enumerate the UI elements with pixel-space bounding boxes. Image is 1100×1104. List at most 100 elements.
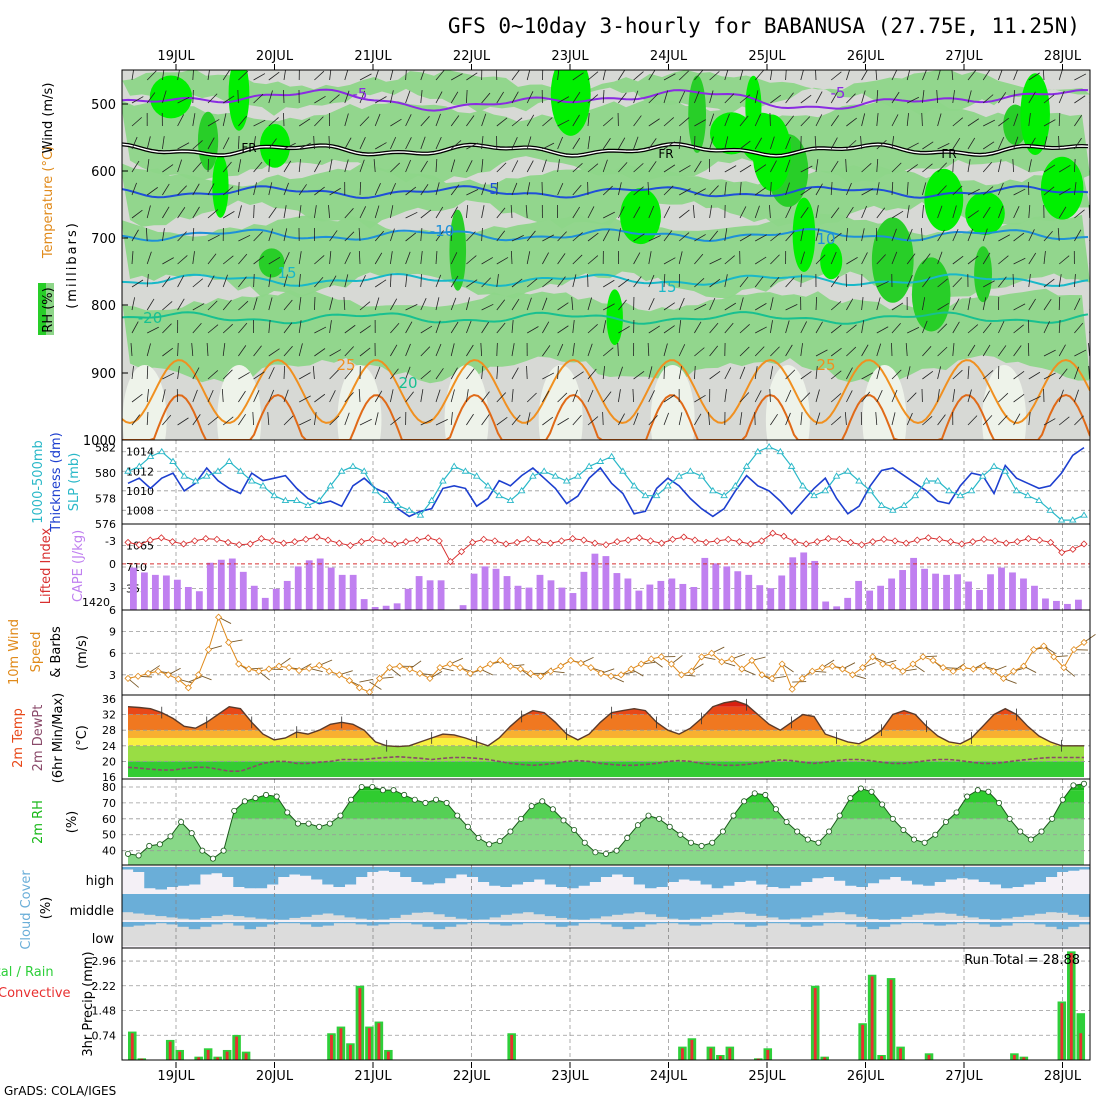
ylabel-temp2: 2m DewPt bbox=[31, 705, 46, 772]
cloud-bar bbox=[923, 894, 935, 914]
rh-marker bbox=[996, 800, 1001, 805]
rh-marker bbox=[922, 840, 927, 845]
cloud-bar bbox=[489, 922, 501, 924]
cape-bar bbox=[570, 593, 577, 610]
cape-bar bbox=[185, 587, 192, 610]
ylabel-precip1: Total / Rain bbox=[0, 965, 54, 980]
cloud-bar bbox=[923, 922, 935, 924]
rh-marker bbox=[635, 823, 640, 828]
cape-bar bbox=[361, 599, 368, 610]
cloud-bar bbox=[1012, 867, 1024, 887]
wind-barb bbox=[1090, 92, 1097, 103]
cloud-bar bbox=[556, 867, 568, 887]
cape-bar bbox=[218, 560, 225, 610]
cloud-bar bbox=[923, 867, 935, 886]
cape-bar bbox=[1031, 586, 1038, 610]
cape-bar bbox=[416, 576, 423, 610]
precip-conv-bar bbox=[207, 1050, 210, 1060]
wind-barb bbox=[1090, 299, 1097, 310]
cloud-bar bbox=[901, 867, 913, 881]
cape-bar bbox=[932, 574, 939, 610]
rh-marker bbox=[210, 856, 215, 861]
cloud-bar bbox=[200, 922, 212, 927]
rh-marker bbox=[168, 834, 173, 839]
cloud-bar bbox=[612, 922, 624, 927]
cloud-bar bbox=[511, 894, 523, 914]
rh-marker bbox=[221, 848, 226, 853]
cloud-bar bbox=[411, 922, 423, 924]
rh-marker bbox=[455, 813, 460, 818]
rh-marker bbox=[465, 824, 470, 829]
cloud-bar bbox=[534, 922, 546, 923]
cloud-bar bbox=[578, 922, 590, 923]
cloud-bar bbox=[500, 894, 512, 915]
rh-marker bbox=[529, 803, 534, 808]
top-date-label: 22JUL bbox=[453, 49, 491, 64]
cloud-bar bbox=[456, 922, 468, 924]
contour-label: 25 bbox=[816, 356, 835, 374]
rh-marker bbox=[263, 792, 268, 797]
cape-bar bbox=[273, 589, 280, 610]
cape-bar bbox=[745, 575, 752, 610]
ylabel-slp: SLP (mb) bbox=[67, 453, 82, 512]
cape-bar bbox=[1020, 579, 1027, 610]
cloud-bar bbox=[244, 922, 256, 929]
rh-marker bbox=[593, 850, 598, 855]
rh-marker bbox=[975, 788, 980, 793]
rh-marker bbox=[911, 837, 916, 842]
rh-marker bbox=[1060, 797, 1065, 802]
precip-conv-bar bbox=[131, 1033, 134, 1060]
cloud-bar bbox=[890, 894, 902, 919]
cloud-bar bbox=[422, 867, 434, 885]
cloud-bar bbox=[645, 867, 657, 888]
thickness-tick-label: 578 bbox=[95, 493, 116, 506]
cloud-bar bbox=[1034, 894, 1046, 914]
rh-marker bbox=[805, 837, 810, 842]
lifted-tick-label: 0 bbox=[109, 558, 116, 571]
precip-conv-bar bbox=[1070, 953, 1073, 1060]
cloud-bar bbox=[778, 894, 790, 919]
cloud-bar bbox=[378, 867, 390, 871]
cloud-bar bbox=[645, 922, 657, 924]
lifted-tick-label: -3 bbox=[105, 535, 116, 548]
cloud-bar bbox=[523, 894, 535, 912]
cape-bar bbox=[427, 580, 434, 610]
cloud-bar bbox=[378, 894, 390, 919]
rh-marker bbox=[646, 813, 651, 818]
bottom-date-label: 22JUL bbox=[453, 1069, 491, 1084]
cloud-bar bbox=[968, 894, 980, 917]
cloud-bar bbox=[467, 894, 479, 920]
rh-marker bbox=[487, 842, 492, 847]
cloud-bar bbox=[523, 922, 535, 923]
cloud-bar bbox=[256, 867, 268, 888]
cloud-bar bbox=[723, 894, 735, 913]
cloud-bar bbox=[689, 894, 701, 919]
cloud-bar bbox=[1001, 894, 1013, 918]
precip-conv-bar bbox=[861, 1025, 864, 1060]
cloud-bar bbox=[1079, 922, 1091, 924]
cloud-bar bbox=[990, 867, 1002, 885]
precip-bg bbox=[122, 948, 1090, 1060]
cloud-bar bbox=[211, 922, 223, 924]
rh-marker bbox=[380, 788, 385, 793]
bottom-date-label: 23JUL bbox=[551, 1069, 589, 1084]
rh-marker bbox=[189, 831, 194, 836]
rh-marker bbox=[731, 813, 736, 818]
cloud-bar bbox=[1023, 894, 1035, 915]
rh-marker bbox=[858, 786, 863, 791]
top-date-label: 21JUL bbox=[354, 49, 392, 64]
rh-marker bbox=[317, 824, 322, 829]
cloud-bar bbox=[767, 867, 779, 887]
precip-conv-bar bbox=[377, 1023, 380, 1060]
rh-blob bbox=[1041, 157, 1084, 220]
cloud-bar bbox=[1023, 867, 1035, 885]
cape-bar bbox=[789, 557, 796, 610]
cloud-bar bbox=[1068, 894, 1080, 915]
cape-bar bbox=[998, 568, 1005, 610]
top-date-label: 25JUL bbox=[748, 49, 786, 64]
rh-marker bbox=[678, 832, 683, 837]
